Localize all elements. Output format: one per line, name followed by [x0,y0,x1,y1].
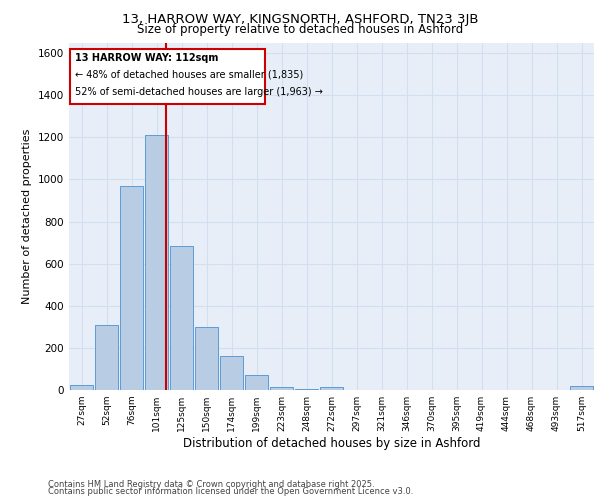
Text: 13 HARROW WAY: 112sqm: 13 HARROW WAY: 112sqm [75,52,218,62]
Bar [270,387,293,390]
Bar [145,135,168,390]
Bar [70,49,265,104]
Bar [70,384,93,390]
Text: Contains HM Land Registry data © Crown copyright and database right 2025.: Contains HM Land Registry data © Crown c… [48,480,374,489]
Text: Contains public sector information licensed under the Open Government Licence v3: Contains public sector information licen… [48,487,413,496]
Text: ← 48% of detached houses are smaller (1,835): ← 48% of detached houses are smaller (1,… [75,70,303,80]
Bar [320,387,343,390]
Bar [295,389,318,390]
Bar [570,386,593,390]
Y-axis label: Number of detached properties: Number of detached properties [22,128,32,304]
Text: Size of property relative to detached houses in Ashford: Size of property relative to detached ho… [137,22,463,36]
Text: 13, HARROW WAY, KINGSNORTH, ASHFORD, TN23 3JB: 13, HARROW WAY, KINGSNORTH, ASHFORD, TN2… [122,12,478,26]
Bar [120,186,143,390]
Bar [195,327,218,390]
Bar [170,246,193,390]
Bar [220,356,243,390]
Text: 52% of semi-detached houses are larger (1,963) →: 52% of semi-detached houses are larger (… [75,87,323,97]
X-axis label: Distribution of detached houses by size in Ashford: Distribution of detached houses by size … [183,437,480,450]
Bar [245,376,268,390]
Bar [95,324,118,390]
